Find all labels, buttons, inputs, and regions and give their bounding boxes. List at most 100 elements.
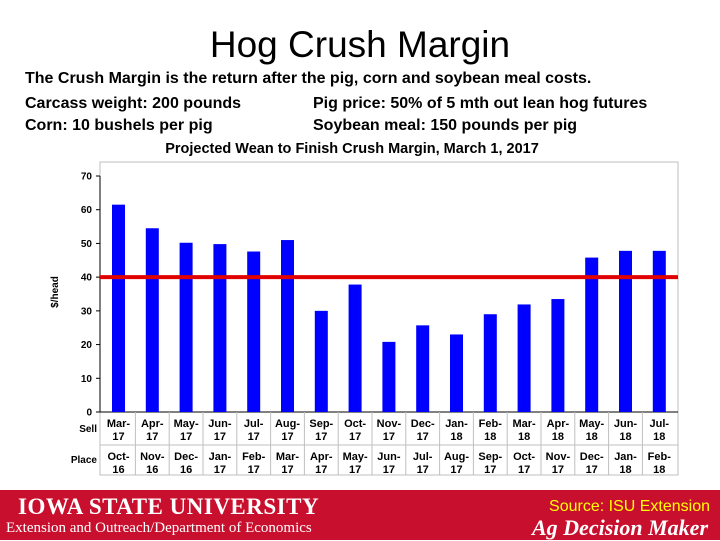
place-month-label: 18 xyxy=(619,464,631,476)
sell-month-label: May- xyxy=(579,418,604,430)
sell-month-label: May- xyxy=(174,418,199,430)
bar xyxy=(179,242,193,412)
footer: IOWA STATE UNIVERSITY Extension and Outr… xyxy=(0,490,720,540)
bar xyxy=(619,250,632,412)
sell-month-label: 17 xyxy=(349,431,361,443)
sell-month-label: 18 xyxy=(450,431,462,443)
sell-month-label: 17 xyxy=(180,431,192,443)
place-month-label: Oct- xyxy=(513,451,535,463)
sell-month-label: Jul- xyxy=(244,418,264,430)
place-month-label: 18 xyxy=(653,464,665,476)
sell-month-label: 17 xyxy=(248,431,260,443)
y-tick-label: 60 xyxy=(81,205,93,216)
place-month-label: Nov- xyxy=(140,451,165,463)
place-month-label: 17 xyxy=(586,464,598,476)
sell-month-label: Mar- xyxy=(512,418,536,430)
place-month-label: Mar- xyxy=(276,451,300,463)
bar xyxy=(281,240,294,412)
place-month-label: Oct- xyxy=(108,451,130,463)
place-month-label: 17 xyxy=(248,464,260,476)
bar xyxy=(145,228,159,412)
sell-row-label: Sell xyxy=(79,424,97,435)
sell-month-label: Apr- xyxy=(547,418,570,430)
bar xyxy=(517,304,531,412)
place-month-label: 17 xyxy=(518,464,530,476)
info-soybean-meal: Soybean meal: 150 pounds per pig xyxy=(313,117,578,134)
chart-title: Projected Wean to Finish Crush Margin, M… xyxy=(165,141,539,157)
y-tick-label: 70 xyxy=(81,172,93,183)
bar xyxy=(585,257,599,412)
sell-month-label: 18 xyxy=(484,431,496,443)
place-month-label: Jan- xyxy=(614,451,637,463)
sell-month-label: Aug- xyxy=(275,418,300,430)
brand-text: Ag Decision Maker xyxy=(532,515,708,540)
sell-month-label: Jan- xyxy=(445,418,468,430)
y-tick-label: 20 xyxy=(81,340,93,351)
place-month-label: 17 xyxy=(281,464,293,476)
crush-margin-chart: Projected Wean to Finish Crush Margin, M… xyxy=(50,141,679,476)
sell-month-label: 18 xyxy=(552,431,564,443)
source-text: Source: ISU Extension xyxy=(549,498,710,515)
place-month-label: Jun- xyxy=(377,451,401,463)
sell-month-label: 18 xyxy=(653,431,665,443)
place-month-label: Feb- xyxy=(648,451,672,463)
place-month-label: 17 xyxy=(214,464,226,476)
sell-month-label: 17 xyxy=(383,431,395,443)
place-month-label: 16 xyxy=(112,464,124,476)
place-month-label: 17 xyxy=(349,464,361,476)
info-line-1: The Crush Margin is the return after the… xyxy=(25,70,592,87)
place-month-label: Dec- xyxy=(580,451,604,463)
place-month-label: Jul- xyxy=(413,451,433,463)
place-month-label: 17 xyxy=(484,464,496,476)
bar xyxy=(247,251,261,412)
university-logo: IOWA STATE UNIVERSITY xyxy=(18,494,320,519)
sell-month-label: 17 xyxy=(417,431,429,443)
sell-month-label: 17 xyxy=(214,431,226,443)
y-tick-label: 30 xyxy=(81,306,93,317)
place-month-label: Apr- xyxy=(310,451,333,463)
place-month-label: 16 xyxy=(180,464,192,476)
bar xyxy=(382,341,396,412)
bar xyxy=(416,325,430,412)
sell-month-label: 17 xyxy=(146,431,158,443)
place-month-label: May- xyxy=(343,451,368,463)
y-tick-label: 40 xyxy=(81,273,93,284)
plot-frame xyxy=(99,161,679,476)
sell-month-label: Jun- xyxy=(614,418,638,430)
place-month-label: 17 xyxy=(315,464,327,476)
place-month-label: 16 xyxy=(146,464,158,476)
bar xyxy=(213,244,227,412)
sell-month-label: 17 xyxy=(315,431,327,443)
place-month-label: Dec- xyxy=(174,451,198,463)
sell-month-label: Mar- xyxy=(107,418,131,430)
sell-month-label: Jul- xyxy=(650,418,670,430)
sell-month-label: 18 xyxy=(586,431,598,443)
sell-month-label: Sep- xyxy=(309,418,333,430)
sell-month-label: Feb- xyxy=(479,418,503,430)
place-month-label: 17 xyxy=(450,464,462,476)
bar xyxy=(652,250,666,412)
place-row-label: Place xyxy=(71,455,98,466)
sell-month-label: 18 xyxy=(619,431,631,443)
y-tick-label: 10 xyxy=(81,374,93,385)
bar xyxy=(314,310,328,412)
place-month-label: Aug- xyxy=(444,451,469,463)
bar xyxy=(551,299,565,412)
y-axis: 0 10 20 30 40 50 60 70 xyxy=(81,172,678,419)
sell-month-label: Oct- xyxy=(344,418,366,430)
place-month-label: Feb- xyxy=(242,451,266,463)
bar xyxy=(450,334,463,412)
sell-month-label: Apr- xyxy=(141,418,164,430)
info-pig-price: Pig price: 50% of 5 mth out lean hog fut… xyxy=(313,95,648,112)
department-text: Extension and Outreach/Department of Eco… xyxy=(6,520,312,536)
sell-month-label: Jun- xyxy=(208,418,232,430)
info-carcass-weight: Carcass weight: 200 pounds xyxy=(25,95,242,112)
place-month-label: 17 xyxy=(552,464,564,476)
info-corn: Corn: 10 bushels per pig xyxy=(25,117,213,134)
place-month-label: 17 xyxy=(383,464,395,476)
place-month-label: Sep- xyxy=(478,451,502,463)
sell-month-label: 18 xyxy=(518,431,530,443)
place-month-label: 17 xyxy=(417,464,429,476)
sell-month-label: Dec- xyxy=(411,418,435,430)
y-tick-label: 0 xyxy=(86,408,92,419)
